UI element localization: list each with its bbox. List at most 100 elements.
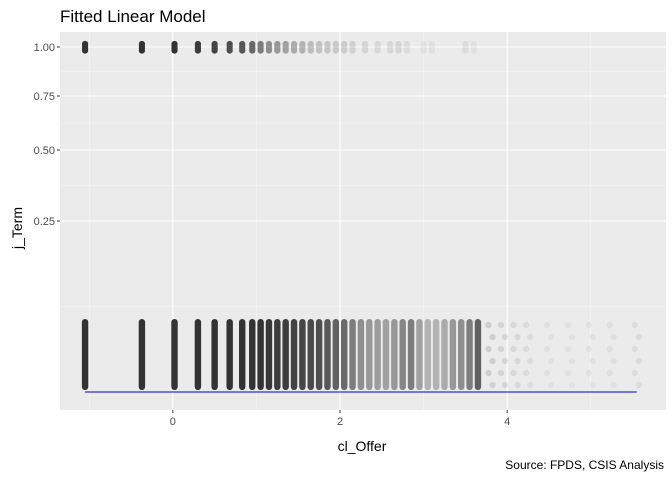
data-point bbox=[349, 43, 356, 50]
data-point bbox=[194, 47, 202, 54]
data-point bbox=[265, 47, 273, 54]
source-caption: Source: FPDS, CSIS Analysis bbox=[505, 458, 664, 472]
data-point bbox=[332, 45, 339, 52]
x-axis-ticks: 0 2 4 bbox=[170, 410, 510, 428]
data-point bbox=[226, 47, 233, 54]
point-cluster-y0 bbox=[585, 321, 596, 389]
point-cluster-y0 bbox=[391, 319, 398, 390]
data-point bbox=[299, 45, 306, 52]
data-point bbox=[387, 43, 394, 50]
data-point bbox=[543, 321, 551, 329]
data-point bbox=[341, 45, 348, 52]
data-point bbox=[489, 357, 496, 365]
point-cluster-y1 bbox=[349, 40, 356, 54]
point-cluster-y1 bbox=[307, 40, 314, 54]
x-axis-title: cl_Offer bbox=[338, 438, 387, 454]
data-point bbox=[449, 319, 457, 390]
data-point bbox=[341, 47, 348, 54]
data-point bbox=[357, 319, 365, 390]
data-point bbox=[610, 381, 617, 389]
data-point bbox=[497, 369, 505, 377]
point-cluster-y0 bbox=[407, 319, 415, 390]
data-point bbox=[420, 45, 427, 52]
data-point bbox=[489, 381, 496, 389]
data-point bbox=[589, 381, 596, 389]
data-point bbox=[366, 319, 373, 390]
data-point bbox=[489, 333, 496, 341]
data-point bbox=[290, 319, 298, 390]
data-point bbox=[432, 319, 440, 390]
point-cluster-y0 bbox=[282, 319, 289, 390]
data-point bbox=[428, 43, 436, 50]
data-point bbox=[497, 345, 505, 353]
data-point bbox=[470, 45, 477, 52]
point-cluster-y1 bbox=[374, 40, 381, 54]
data-point bbox=[470, 47, 477, 54]
data-point bbox=[307, 43, 314, 50]
data-point bbox=[332, 319, 340, 390]
point-cluster-y1 bbox=[341, 40, 348, 54]
data-point bbox=[361, 40, 369, 48]
data-point bbox=[316, 43, 323, 50]
gridlines bbox=[60, 32, 666, 410]
point-cluster-y0 bbox=[466, 319, 473, 390]
data-point bbox=[501, 333, 509, 341]
data-point bbox=[522, 321, 530, 329]
data-point bbox=[635, 357, 642, 365]
point-cluster-y0 bbox=[239, 319, 246, 390]
data-point bbox=[81, 47, 89, 54]
data-point bbox=[568, 381, 575, 389]
point-cluster-y0 bbox=[485, 321, 496, 389]
data-point bbox=[274, 40, 281, 48]
point-cluster-y1 bbox=[462, 40, 469, 54]
data-point bbox=[257, 319, 264, 390]
data-points bbox=[81, 40, 642, 390]
data-point bbox=[470, 43, 477, 50]
data-point bbox=[349, 45, 356, 52]
data-point bbox=[307, 45, 314, 52]
data-point bbox=[610, 333, 617, 341]
data-point bbox=[265, 319, 273, 390]
point-cluster-y0 bbox=[315, 319, 323, 390]
data-point bbox=[341, 40, 348, 48]
data-point bbox=[462, 45, 469, 52]
point-cluster-y1 bbox=[299, 40, 306, 54]
point-cluster-y1 bbox=[470, 40, 477, 54]
data-point bbox=[526, 357, 534, 365]
data-point bbox=[466, 319, 473, 390]
point-cluster-y0 bbox=[366, 319, 373, 390]
point-cluster-y1 bbox=[81, 40, 89, 54]
data-point bbox=[606, 369, 613, 377]
data-point bbox=[226, 319, 233, 390]
data-point bbox=[282, 47, 289, 54]
point-cluster-y0 bbox=[171, 319, 178, 390]
data-point bbox=[470, 40, 477, 48]
point-cluster-y0 bbox=[631, 321, 642, 389]
data-point bbox=[547, 381, 555, 389]
point-cluster-y1 bbox=[171, 40, 178, 54]
point-cluster-y0 bbox=[81, 319, 89, 390]
point-cluster-y1 bbox=[387, 40, 394, 54]
point-cluster-y0 bbox=[416, 319, 423, 390]
point-cluster-y0 bbox=[510, 321, 521, 389]
chart-title: Fitted Linear Model bbox=[60, 7, 206, 26]
y-tick-label: 1.00 bbox=[34, 42, 55, 54]
point-cluster-y1 bbox=[403, 40, 410, 54]
data-point bbox=[510, 369, 517, 377]
point-cluster-y1 bbox=[428, 40, 436, 54]
data-point bbox=[564, 369, 571, 377]
data-point bbox=[211, 47, 218, 54]
data-point bbox=[403, 47, 410, 54]
data-point bbox=[290, 40, 298, 48]
data-point bbox=[485, 369, 492, 377]
data-point bbox=[547, 357, 555, 365]
data-point bbox=[316, 47, 323, 54]
x-tick-label: 2 bbox=[337, 416, 343, 428]
data-point bbox=[374, 43, 381, 50]
point-cluster-y1 bbox=[332, 40, 339, 54]
point-cluster-y0 bbox=[357, 319, 365, 390]
data-point bbox=[349, 319, 356, 390]
data-point bbox=[282, 43, 289, 50]
data-point bbox=[526, 333, 534, 341]
